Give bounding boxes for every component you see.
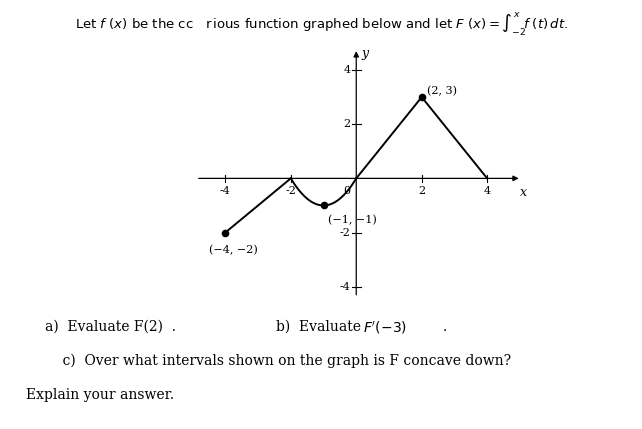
Text: 4: 4 (483, 186, 490, 196)
Text: x: x (519, 186, 526, 199)
Text: b)  Evaluate: b) Evaluate (276, 320, 365, 334)
Text: a)  Evaluate F(2)  .: a) Evaluate F(2) . (45, 320, 176, 334)
Text: -2: -2 (285, 186, 296, 196)
Text: -4: -4 (220, 186, 230, 196)
Text: Let $f$ $(x)$ be the cc   r$\,$ious function graphed below and let $F$ $(x) = \i: Let $f$ $(x)$ be the cc r$\,$ious functi… (74, 11, 568, 38)
Text: (−4, −2): (−4, −2) (209, 245, 257, 255)
Text: 0: 0 (343, 186, 351, 196)
Text: .: . (443, 320, 447, 334)
Text: Explain your answer.: Explain your answer. (26, 388, 174, 402)
Text: 2: 2 (418, 186, 425, 196)
Text: 4: 4 (343, 65, 351, 75)
Text: (2, 3): (2, 3) (427, 85, 456, 96)
Text: -2: -2 (340, 227, 351, 238)
Text: 2: 2 (343, 119, 351, 129)
Text: (−1, −1): (−1, −1) (329, 215, 377, 225)
Text: $F'(-3)$: $F'(-3)$ (363, 320, 407, 336)
Text: c)  Over what intervals shown on the graph is F concave down?: c) Over what intervals shown on the grap… (45, 354, 511, 369)
Text: y: y (361, 47, 369, 60)
Text: -4: -4 (340, 282, 351, 292)
